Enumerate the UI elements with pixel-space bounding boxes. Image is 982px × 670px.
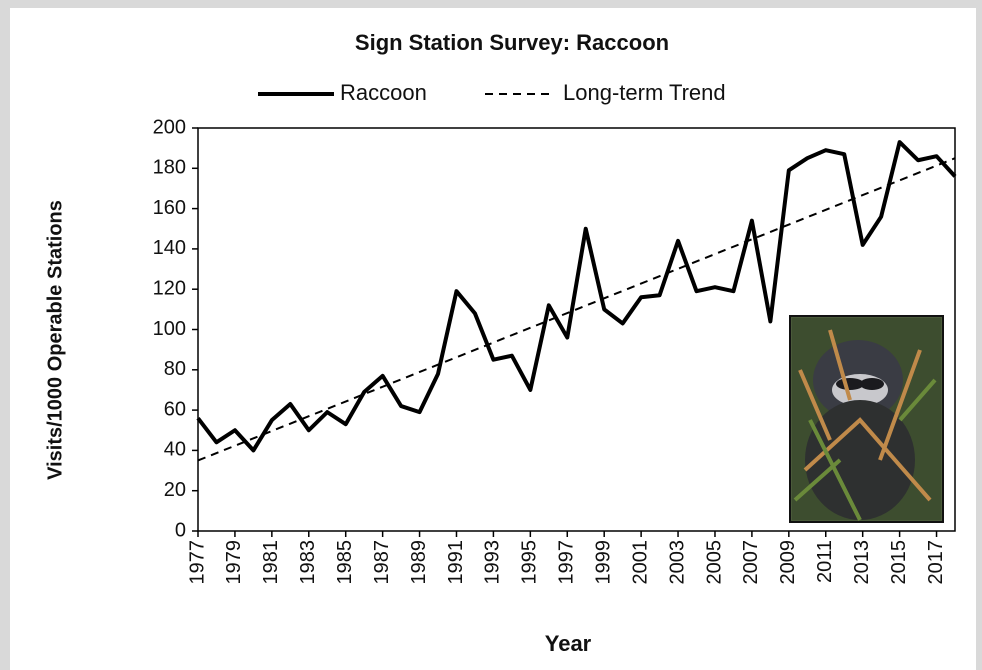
chart-title: Sign Station Survey: Raccoon — [355, 30, 669, 55]
legend-label: Raccoon — [340, 80, 427, 105]
x-tick-label: 1997 — [556, 540, 578, 585]
x-tick-label: 1993 — [482, 540, 504, 585]
x-tick-label: 2001 — [629, 540, 651, 585]
x-tick-label: 2005 — [703, 540, 725, 585]
x-tick-label: 2013 — [851, 540, 873, 585]
y-axis-label: Visits/1000 Operable Stations — [44, 200, 66, 480]
x-tick-label: 1999 — [592, 540, 614, 585]
y-tick-label: 0 — [175, 519, 186, 541]
y-tick-label: 60 — [164, 398, 186, 420]
x-tick-label: 1989 — [408, 540, 430, 585]
y-tick-label: 140 — [153, 237, 186, 259]
x-tick-label: 2015 — [888, 540, 910, 585]
legend-label: Long-term Trend — [563, 80, 726, 105]
y-tick-label: 80 — [164, 358, 186, 380]
x-tick-label: 1977 — [186, 540, 208, 585]
x-tick-label: 1979 — [223, 540, 245, 585]
y-tick-label: 120 — [153, 277, 186, 299]
chart: Sign Station Survey: Raccoon Year Visits… — [0, 0, 982, 670]
y-tick-label: 100 — [153, 318, 186, 340]
x-tick-label: 1987 — [371, 540, 393, 585]
x-tick-label: 2017 — [925, 540, 947, 585]
x-tick-label: 2007 — [740, 540, 762, 585]
photo — [790, 316, 943, 522]
y-tick-label: 20 — [164, 479, 186, 501]
x-axis-label: Year — [545, 631, 592, 656]
x-tick-label: 1995 — [519, 540, 541, 585]
x-tick-label: 1991 — [445, 540, 467, 585]
y-tick-label: 160 — [153, 197, 186, 219]
x-tick-label: 2009 — [777, 540, 799, 585]
x-tick-label: 1983 — [297, 540, 319, 585]
y-tick-label: 200 — [153, 116, 186, 138]
x-tick-label: 1985 — [334, 540, 356, 585]
x-tick-label: 2011 — [814, 540, 836, 583]
x-tick-label: 2003 — [666, 540, 688, 585]
y-tick-label: 40 — [164, 439, 186, 461]
x-tick-label: 1981 — [260, 540, 282, 585]
y-tick-label: 180 — [153, 157, 186, 179]
